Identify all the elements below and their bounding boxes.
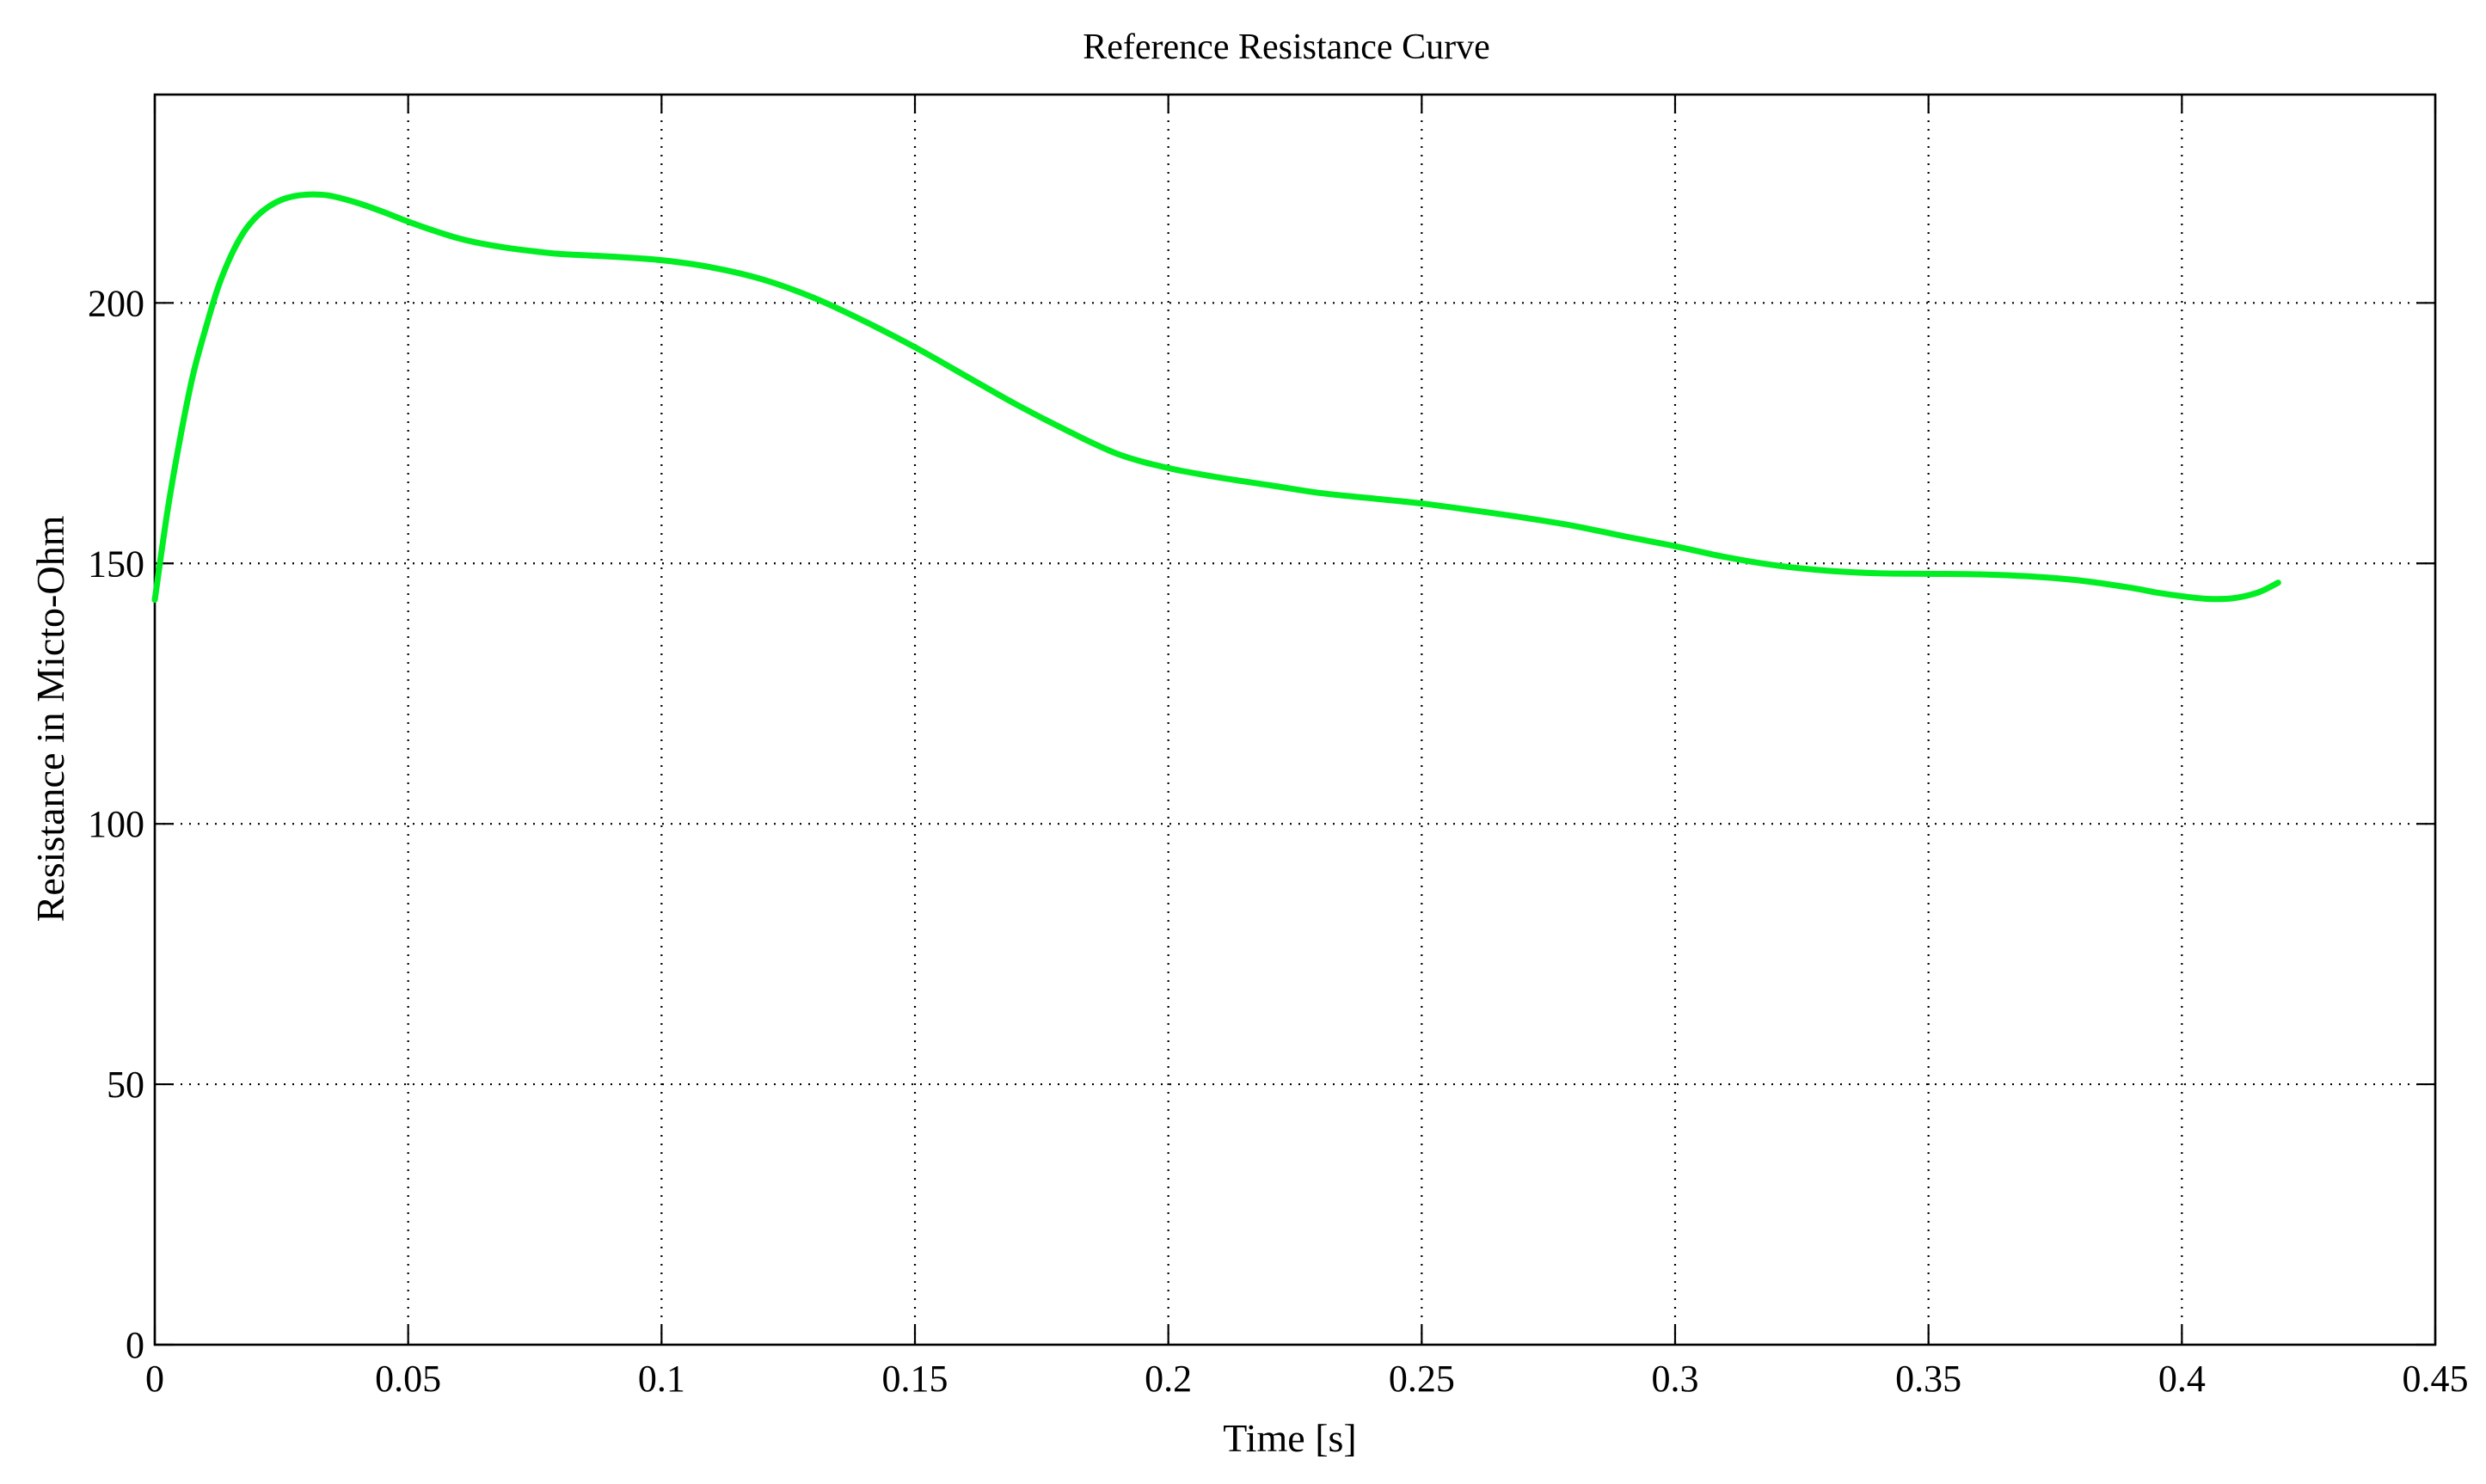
y-axis-label: Resistance in Micto-Ohm xyxy=(28,515,72,922)
x-tick-label: 0.35 xyxy=(1895,1358,1961,1400)
x-tick-label: 0.3 xyxy=(1652,1358,1699,1400)
x-tick-labels: 0 0.05 0.1 0.15 0.2 0.25 0.3 0.35 0.4 0.45 xyxy=(145,1358,2469,1400)
series-layer xyxy=(151,191,2281,604)
x-tick-label: 0.25 xyxy=(1389,1358,1455,1400)
resistance-series-line xyxy=(151,191,2281,604)
y-tick-labels: 0 50 100 150 200 xyxy=(88,282,144,1366)
y-tick-label: 200 xyxy=(88,282,144,324)
x-tick-label: 0.1 xyxy=(638,1358,685,1400)
chart-title: Reference Resistance Curve xyxy=(1083,28,1489,67)
x-tick-label: 0.4 xyxy=(2158,1358,2206,1400)
y-tick-label: 150 xyxy=(88,543,144,585)
x-tick-label: 0 xyxy=(145,1358,164,1400)
plot-area xyxy=(153,93,2437,1346)
grid-lines xyxy=(155,95,2435,1345)
x-axis-label: Time [s] xyxy=(1223,1416,1357,1460)
x-tick-label: 0.05 xyxy=(375,1358,441,1400)
x-tick-label: 0.45 xyxy=(2403,1358,2469,1400)
axis-ticks xyxy=(153,95,2437,1346)
y-tick-label: 100 xyxy=(88,803,144,845)
x-tick-label: 0.15 xyxy=(882,1358,948,1400)
y-tick-label: 50 xyxy=(107,1064,144,1106)
y-tick-label: 0 xyxy=(126,1324,144,1366)
x-tick-label: 0.2 xyxy=(1145,1358,1192,1400)
